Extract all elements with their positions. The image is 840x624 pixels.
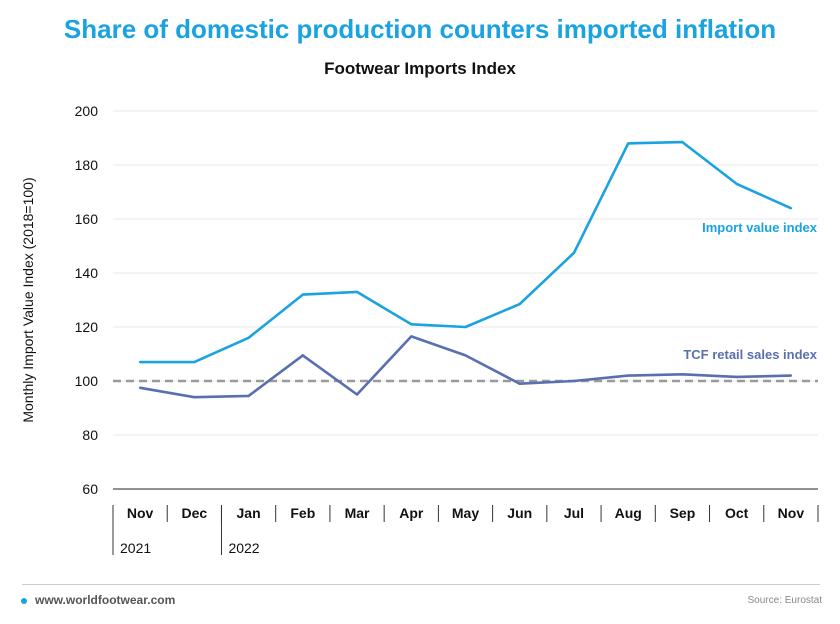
- year-label: 2021: [120, 540, 151, 556]
- x-tick-label: Jan: [237, 505, 261, 521]
- tcf-retail-point: [518, 382, 521, 385]
- y-tick-label: 140: [75, 265, 99, 281]
- x-tick-label: Feb: [290, 505, 315, 521]
- tcf-retail-point: [410, 335, 413, 338]
- import-value-point: [247, 336, 250, 339]
- tcf-retail-point: [138, 386, 142, 389]
- y-tick-label: 80: [82, 427, 98, 443]
- tcf-retail-point: [626, 374, 630, 377]
- tcf-retail-point: [464, 354, 467, 357]
- y-axis-label: Monthly Import Value Index (2018=100): [20, 177, 36, 422]
- x-tick-label: Dec: [182, 505, 208, 521]
- x-tick-label: Nov: [778, 505, 805, 521]
- import-value-line: [140, 140, 792, 364]
- footer-divider: [22, 584, 820, 585]
- x-tick-label: Nov: [127, 505, 154, 521]
- x-tick-label: May: [452, 505, 479, 521]
- year-label: 2022: [228, 540, 259, 556]
- y-tick-label: 60: [82, 481, 98, 497]
- import-value-point: [681, 140, 684, 144]
- x-tick-label: Jun: [507, 505, 532, 521]
- tcf-retail-point: [572, 379, 576, 383]
- tcf-retail-point: [681, 373, 684, 376]
- x-tick-label: Apr: [399, 505, 424, 521]
- y-tick-label: 160: [75, 211, 99, 227]
- footer-website-link[interactable]: www.worldfootwear.com: [35, 593, 176, 607]
- import-value-point: [572, 251, 576, 254]
- import-value-point: [789, 207, 793, 210]
- import-value-point: [464, 325, 467, 329]
- tcf-retail-line: [139, 335, 791, 399]
- import-value-point: [518, 302, 521, 306]
- tcf-retail-point: [301, 354, 305, 357]
- tcf-retail-point: [247, 394, 250, 398]
- x-tick-label: Aug: [615, 505, 642, 521]
- footer-source: Source: Eurostat: [747, 595, 822, 606]
- chart-title: Share of domestic production counters im…: [63, 14, 777, 44]
- tcf-retail-point: [789, 374, 793, 377]
- series-label-tcf: TCF retail sales index: [683, 347, 817, 362]
- x-tick-label: Sep: [670, 505, 696, 521]
- y-tick-label: 100: [75, 373, 99, 389]
- import-value-point: [138, 360, 142, 364]
- import-value-point: [193, 360, 196, 364]
- import-value-point: [410, 323, 413, 326]
- bullet-icon: [21, 598, 27, 604]
- y-tick-label: 120: [75, 319, 99, 335]
- line-chart: 60 80 100 120 140 160 180 200 2021 2022 Nov Dec Jan F…: [20, 103, 819, 556]
- import-value-point: [735, 182, 738, 186]
- x-tick-label: Oct: [725, 505, 749, 521]
- y-tick-label: 180: [75, 157, 99, 173]
- import-value-point: [301, 293, 305, 296]
- tcf-retail-point: [735, 375, 738, 379]
- x-tick-label: Mar: [345, 505, 370, 521]
- y-tick-label: 200: [75, 103, 99, 119]
- tcf-retail-point: [355, 393, 359, 396]
- x-tick-label: Jul: [564, 505, 584, 521]
- tcf-retail-point: [193, 396, 196, 399]
- chart-subtitle: Footwear Imports Index: [324, 59, 516, 78]
- import-value-point: [626, 142, 630, 145]
- series-label-import: Import value index: [702, 220, 818, 235]
- import-value-point: [355, 290, 359, 294]
